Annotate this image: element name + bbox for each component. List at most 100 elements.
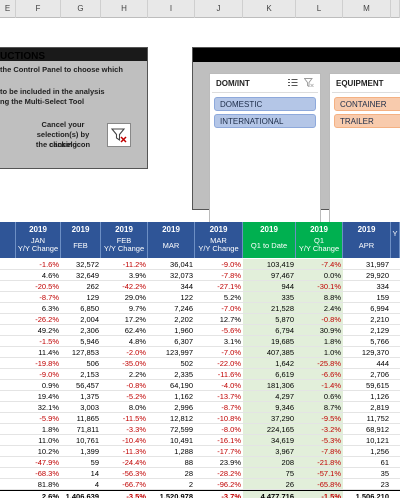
table-cell[interactable]: 444 <box>343 358 391 369</box>
table-cell[interactable]: 81.8% <box>16 479 61 490</box>
table-cell[interactable]: 30.9% <box>296 325 343 336</box>
table-cell[interactable] <box>0 270 16 281</box>
table-cell[interactable]: 8.7% <box>296 402 343 413</box>
table-cell[interactable]: 23 <box>343 479 391 490</box>
table-cell[interactable]: 129 <box>61 292 101 303</box>
table-cell[interactable]: 407,385 <box>243 347 296 358</box>
table-cell[interactable]: -5.3% <box>296 435 343 446</box>
table-cell[interactable]: -3.2% <box>296 424 343 435</box>
table-cell[interactable] <box>0 259 16 270</box>
table-cell[interactable]: -21.8% <box>296 457 343 468</box>
table-cell[interactable]: 6.3% <box>16 303 61 314</box>
table-cell[interactable]: 10,761 <box>61 435 101 446</box>
table-cell[interactable] <box>0 479 16 490</box>
table-cell[interactable] <box>0 468 16 479</box>
slicer-item-international[interactable]: INTERNATIONAL <box>214 114 316 128</box>
table-cell[interactable]: 8.8% <box>296 292 343 303</box>
table-cell[interactable]: -5.2% <box>101 391 148 402</box>
table-cell[interactable] <box>0 303 16 314</box>
table-cell[interactable]: -9.0% <box>195 259 243 270</box>
table-cell[interactable] <box>0 369 16 380</box>
table-cell[interactable] <box>391 292 400 303</box>
table-cell[interactable]: 944 <box>243 281 296 292</box>
table-cell[interactable]: 3,003 <box>61 402 101 413</box>
table-cell[interactable]: 59 <box>61 457 101 468</box>
table-cell[interactable]: 3.9% <box>101 270 148 281</box>
table-cell[interactable]: 31,997 <box>343 259 391 270</box>
table-cell[interactable] <box>0 424 16 435</box>
table-cell[interactable]: -7.0% <box>195 347 243 358</box>
table-cell[interactable]: -57.1% <box>296 468 343 479</box>
table-cell[interactable]: 0.9% <box>16 380 61 391</box>
table-cell[interactable]: 2.4% <box>296 303 343 314</box>
table-cell[interactable]: 4,297 <box>243 391 296 402</box>
table-cell[interactable]: 6,619 <box>243 369 296 380</box>
table-cell[interactable]: 262 <box>61 281 101 292</box>
table-cell[interactable] <box>391 369 400 380</box>
table-cell[interactable] <box>391 402 400 413</box>
table-cell[interactable] <box>391 325 400 336</box>
table-cell[interactable]: 36,041 <box>148 259 195 270</box>
table-cell[interactable] <box>391 380 400 391</box>
table-cell[interactable]: -7.4% <box>296 259 343 270</box>
table-cell[interactable] <box>0 435 16 446</box>
table-cell[interactable]: 26 <box>243 479 296 490</box>
table-cell[interactable]: 502 <box>148 358 195 369</box>
table-cell[interactable]: 2,996 <box>148 402 195 413</box>
table-cell[interactable]: -0.8% <box>296 314 343 325</box>
table-cell[interactable]: 35 <box>343 468 391 479</box>
table-cell[interactable] <box>0 358 16 369</box>
table-cell[interactable]: -68.3% <box>16 468 61 479</box>
table-cell[interactable]: 29,920 <box>343 270 391 281</box>
table-cell[interactable]: -5.9% <box>16 413 61 424</box>
table-cell[interactable]: 1,162 <box>148 391 195 402</box>
table-cell[interactable]: -27.1% <box>195 281 243 292</box>
table-cell[interactable]: 344 <box>148 281 195 292</box>
table-cell[interactable]: -26.2% <box>16 314 61 325</box>
table-cell[interactable]: 32,073 <box>148 270 195 281</box>
table-cell[interactable]: 88 <box>148 457 195 468</box>
clear-filter-icon[interactable] <box>303 78 314 89</box>
table-cell[interactable]: 10,121 <box>343 435 391 446</box>
table-cell[interactable]: -42.2% <box>101 281 148 292</box>
table-cell[interactable] <box>391 303 400 314</box>
table-cell[interactable]: 103,419 <box>243 259 296 270</box>
table-cell[interactable] <box>0 325 16 336</box>
table-cell[interactable] <box>0 336 16 347</box>
table-cell[interactable]: 4,477,716 <box>243 490 296 498</box>
table-cell[interactable]: 56,457 <box>61 380 101 391</box>
table-cell[interactable]: 2,335 <box>148 369 195 380</box>
table-cell[interactable]: -20.5% <box>16 281 61 292</box>
table-cell[interactable]: 6,994 <box>343 303 391 314</box>
table-cell[interactable]: -9.5% <box>296 413 343 424</box>
table-cell[interactable]: 4.6% <box>16 270 61 281</box>
table-cell[interactable]: 1,399 <box>61 446 101 457</box>
table-cell[interactable]: -47.9% <box>16 457 61 468</box>
column-letter[interactable]: G <box>61 0 101 18</box>
table-cell[interactable]: 64,190 <box>148 380 195 391</box>
table-cell[interactable]: -11.3% <box>101 446 148 457</box>
table-cell[interactable]: 49.2% <box>16 325 61 336</box>
table-cell[interactable] <box>391 358 400 369</box>
table-cell[interactable]: 123,997 <box>148 347 195 358</box>
table-cell[interactable]: 8.0% <box>101 402 148 413</box>
table-cell[interactable]: 5,766 <box>343 336 391 347</box>
table-cell[interactable] <box>391 391 400 402</box>
table-cell[interactable]: -8.0% <box>195 424 243 435</box>
table-cell[interactable] <box>391 270 400 281</box>
table-cell[interactable] <box>391 259 400 270</box>
table-cell[interactable]: 11,752 <box>343 413 391 424</box>
table-cell[interactable]: 129,370 <box>343 347 391 358</box>
column-letter[interactable]: M <box>343 0 391 18</box>
table-cell[interactable]: -25.8% <box>296 358 343 369</box>
table-cell[interactable]: -2.0% <box>101 347 148 358</box>
table-cell[interactable]: -1.4% <box>296 380 343 391</box>
table-cell[interactable]: 1,256 <box>343 446 391 457</box>
table-cell[interactable] <box>391 424 400 435</box>
slicer-item-domestic[interactable]: DOMESTIC <box>214 97 316 111</box>
table-cell[interactable]: 10,491 <box>148 435 195 446</box>
table-cell[interactable]: 1,642 <box>243 358 296 369</box>
table-cell[interactable]: 506 <box>61 358 101 369</box>
table-cell[interactable]: 0.0% <box>296 270 343 281</box>
table-cell[interactable]: -22.0% <box>195 358 243 369</box>
